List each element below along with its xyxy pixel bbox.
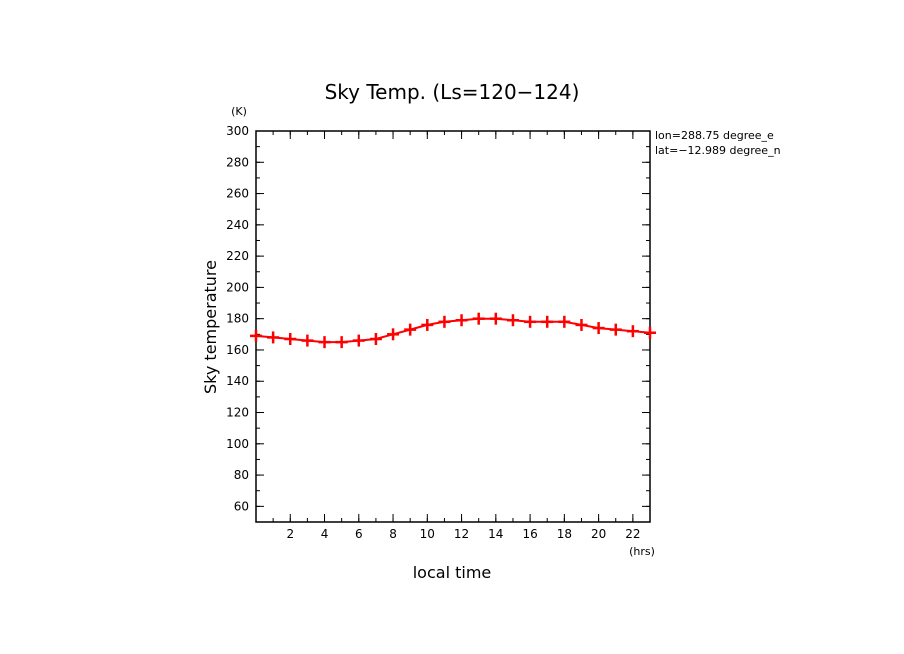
data-point (267, 331, 280, 344)
data-point (352, 334, 365, 347)
x-tick-label: 14 (488, 527, 503, 541)
data-point (404, 323, 417, 336)
x-tick-label: 8 (389, 527, 397, 541)
y-tick-label: 180 (226, 312, 249, 326)
data-point (626, 325, 639, 338)
data-point (421, 318, 434, 331)
y-tick-label: 280 (226, 155, 249, 169)
x-tick-label: 22 (625, 527, 640, 541)
y-tick-label: 80 (234, 468, 249, 482)
data-point (387, 328, 400, 341)
x-unit-label: (hrs) (629, 545, 655, 558)
data-point (369, 333, 382, 346)
x-tick-label: 12 (454, 527, 469, 541)
y-tick-label: 240 (226, 218, 249, 232)
data-point (301, 334, 314, 347)
data-point (284, 333, 297, 346)
x-tick-label: 2 (286, 527, 294, 541)
x-tick-label: 4 (321, 527, 329, 541)
x-tick-label: 10 (420, 527, 435, 541)
data-point (592, 322, 605, 335)
y-tick-label: 220 (226, 249, 249, 263)
latitude-annotation: lat=−12.989 degree_n (655, 144, 781, 157)
y-unit-label: (K) (231, 105, 247, 118)
data-point (541, 315, 554, 328)
y-tick-label: 140 (226, 374, 249, 388)
y-tick-label: 260 (226, 187, 249, 201)
data-point (524, 315, 537, 328)
plot-frame (255, 130, 651, 523)
y-tick-label: 60 (234, 499, 249, 513)
y-tick-label: 300 (226, 124, 249, 138)
data-point (250, 329, 262, 342)
series-layer (250, 312, 656, 349)
x-tick-label: 6 (355, 527, 363, 541)
data-point (558, 315, 571, 328)
series-line (255, 317, 651, 344)
data-point (455, 314, 468, 327)
data-point (489, 312, 502, 325)
y-tick-label: 200 (226, 280, 249, 294)
y-tick-label: 100 (226, 437, 249, 451)
chart-title: Sky Temp. (Ls=120−124) (325, 80, 580, 104)
y-tick-label: 160 (226, 343, 249, 357)
x-tick-label: 18 (557, 527, 572, 541)
data-point (644, 326, 656, 339)
data-point (438, 315, 451, 328)
data-point (472, 312, 485, 325)
data-point (506, 314, 519, 327)
x-tick-label: 16 (522, 527, 537, 541)
y-axis-label: Sky temperature (201, 260, 220, 394)
y-tick-label: 120 (226, 406, 249, 420)
data-point (335, 336, 348, 349)
x-axis-label: local time (413, 563, 492, 582)
data-point (609, 323, 622, 336)
data-point (318, 336, 331, 349)
tick-labels: 2 4 6 8 10 12 14 16 18 20 22 60 80 100 120 140 160 180 200… (226, 124, 640, 541)
x-tick-label: 20 (591, 527, 606, 541)
data-point (575, 318, 588, 331)
longitude-annotation: lon=288.75 degree_e (655, 129, 774, 142)
